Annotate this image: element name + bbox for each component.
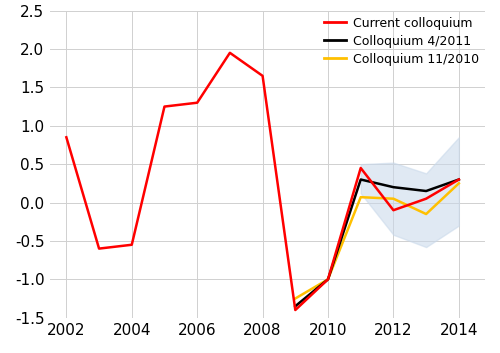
Line: Current colloquium: Current colloquium	[66, 53, 459, 310]
Colloquium 4/2011	[358, 178, 364, 182]
Current colloquium	[64, 135, 70, 139]
Current colloquium	[358, 166, 364, 170]
Current colloquium	[162, 104, 168, 109]
Line: Colloquium 11/2010: Colloquium 11/2010	[296, 183, 459, 299]
Colloquium 11/2010	[456, 181, 462, 185]
Colloquium 11/2010	[423, 212, 429, 216]
Current colloquium	[456, 178, 462, 182]
Current colloquium	[325, 277, 331, 281]
Current colloquium	[390, 208, 396, 213]
Colloquium 11/2010	[358, 195, 364, 199]
Colloquium 4/2011	[390, 185, 396, 189]
Current colloquium	[96, 246, 102, 251]
Current colloquium	[423, 197, 429, 201]
Current colloquium	[194, 101, 200, 105]
Current colloquium	[227, 51, 233, 55]
Colloquium 11/2010	[292, 297, 298, 301]
Line: Colloquium 4/2011: Colloquium 4/2011	[296, 180, 459, 306]
Colloquium 11/2010	[325, 277, 331, 281]
Colloquium 4/2011	[423, 189, 429, 193]
Colloquium 4/2011	[325, 277, 331, 281]
Colloquium 4/2011	[456, 178, 462, 182]
Current colloquium	[260, 74, 266, 78]
Legend: Current colloquium, Colloquium 4/2011, Colloquium 11/2010: Current colloquium, Colloquium 4/2011, C…	[324, 17, 479, 66]
Colloquium 11/2010	[390, 197, 396, 201]
Current colloquium	[129, 243, 135, 247]
Current colloquium	[292, 308, 298, 312]
Colloquium 4/2011	[292, 304, 298, 308]
